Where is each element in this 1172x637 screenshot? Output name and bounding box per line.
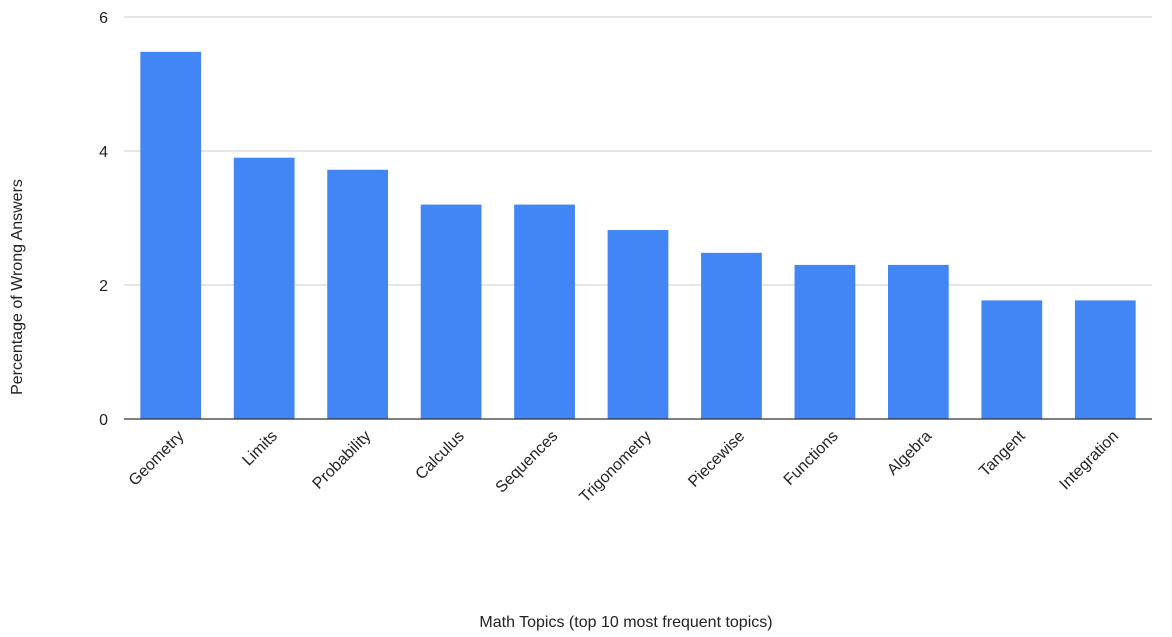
x-tick-label: Tangent	[976, 427, 1029, 480]
x-tick-label: Sequences	[493, 428, 562, 497]
bar-piecewise	[701, 252, 762, 419]
x-tick-label: Functions	[781, 428, 842, 489]
bar-algebra	[887, 264, 949, 419]
x-tick-label: Limits	[239, 428, 281, 470]
bar-probability	[327, 169, 389, 419]
x-tick-label: Piecewise	[685, 428, 748, 491]
x-tick-label: Probability	[310, 428, 375, 493]
bar-limits	[233, 157, 295, 419]
y-tick-label: 6	[99, 10, 108, 27]
bars	[140, 51, 1136, 420]
bar-sequences	[514, 204, 575, 419]
x-tick-label: Geometry	[126, 428, 188, 490]
y-tick-label: 4	[99, 144, 108, 161]
bar-geometry	[140, 51, 202, 420]
bar-calculus	[420, 204, 482, 419]
bar-functions	[794, 264, 856, 419]
y-axis-ticks: 0 2 4 6	[99, 10, 108, 429]
x-tick-label: Trigonometry	[577, 428, 655, 506]
x-tick-label: Integration	[1057, 428, 1122, 493]
bar-trigonometry	[607, 230, 669, 419]
x-axis-ticks: Geometry Limits Probability Calculus Sequenc…	[126, 427, 1122, 506]
x-tick-label: Algebra	[884, 428, 935, 479]
y-tick-label: 0	[99, 412, 108, 429]
y-axis-title: Percentage of Wrong Answers	[9, 179, 26, 395]
bar-integration	[1074, 300, 1136, 419]
x-tick-label: Calculus	[413, 428, 468, 483]
bar-tangent	[981, 300, 1043, 419]
x-axis-title: Math Topics (top 10 most frequent topics…	[479, 614, 772, 631]
y-tick-label: 2	[99, 278, 108, 295]
